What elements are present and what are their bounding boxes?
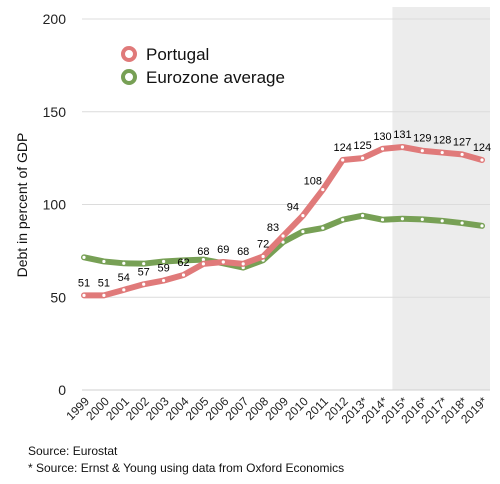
data-point-portugal bbox=[181, 273, 186, 277]
data-point-eurozone-average bbox=[102, 259, 106, 264]
data-label-portugal: 124 bbox=[334, 142, 352, 154]
data-point-eurozone-average bbox=[201, 257, 205, 262]
data-point-eurozone-average bbox=[460, 221, 464, 225]
data-label-portugal: 94 bbox=[287, 202, 299, 214]
data-point-portugal bbox=[142, 282, 146, 286]
data-point-portugal bbox=[480, 158, 484, 162]
data-label-portugal: 83 bbox=[267, 222, 279, 234]
data-label-portugal: 62 bbox=[177, 257, 189, 269]
legend-item-portugal: Portugal bbox=[121, 45, 209, 64]
y-tick-label: 100 bbox=[43, 197, 67, 213]
data-point-eurozone-average bbox=[480, 224, 484, 228]
data-label-portugal: 51 bbox=[98, 277, 110, 289]
legend-label-portugal: Portugal bbox=[146, 45, 209, 64]
data-point-eurozone-average bbox=[341, 218, 345, 222]
debt-line-chart: 0 50 100 150 200 199920002001200220032004200… bbox=[14, 7, 491, 426]
data-point-portugal bbox=[301, 214, 305, 218]
data-point-portugal bbox=[420, 149, 424, 153]
data-label-portugal: 127 bbox=[453, 136, 471, 148]
legend-marker-portugal bbox=[121, 46, 137, 62]
y-axis-label: Debt in percent of GDP bbox=[14, 133, 30, 278]
data-point-eurozone-average bbox=[162, 259, 166, 264]
data-point-portugal bbox=[321, 188, 325, 192]
legend: Portugal Eurozone average bbox=[121, 45, 285, 87]
data-label-portugal: 69 bbox=[217, 244, 229, 256]
data-point-portugal bbox=[341, 158, 345, 162]
forecast-shaded-region bbox=[392, 7, 490, 390]
data-label-portugal: 68 bbox=[237, 246, 249, 258]
legend-item-eurozone: Eurozone average bbox=[121, 68, 285, 87]
data-point-portugal bbox=[281, 234, 285, 238]
data-label-portugal: 128 bbox=[433, 135, 451, 147]
y-tick-label: 200 bbox=[43, 11, 67, 27]
source-note-eurostat: Source: Eurostat bbox=[28, 444, 118, 458]
data-point-eurozone-average bbox=[142, 262, 146, 266]
data-point-portugal bbox=[261, 254, 265, 259]
series-lines bbox=[81, 143, 485, 299]
y-tick-label: 0 bbox=[58, 382, 66, 398]
y-tick-label: 50 bbox=[50, 289, 66, 305]
x-axis-ticks: 1999200020012002200320042005200620072008… bbox=[63, 394, 490, 426]
data-point-portugal bbox=[440, 150, 444, 155]
data-point-portugal bbox=[380, 147, 385, 151]
data-point-portugal bbox=[361, 156, 365, 160]
legend-label-eurozone: Eurozone average bbox=[146, 68, 285, 87]
data-label-portugal: 59 bbox=[157, 263, 169, 275]
data-point-portugal bbox=[460, 152, 464, 157]
data-point-eurozone-average bbox=[122, 261, 126, 265]
data-point-eurozone-average bbox=[301, 229, 305, 234]
data-point-eurozone-average bbox=[380, 218, 385, 222]
data-label-portugal: 131 bbox=[393, 129, 411, 141]
data-point-eurozone-average bbox=[400, 217, 404, 221]
data-point-eurozone-average bbox=[181, 258, 186, 262]
source-note-ernst-young: * Source: Ernst & Young using data from … bbox=[28, 461, 345, 475]
data-point-portugal bbox=[221, 260, 225, 264]
data-point-portugal bbox=[201, 262, 205, 266]
y-tick-label: 150 bbox=[43, 104, 67, 120]
data-label-portugal: 57 bbox=[138, 266, 150, 278]
y-axis-ticks: 0 50 100 150 200 bbox=[43, 11, 67, 398]
data-point-eurozone-average bbox=[440, 219, 444, 223]
data-label-portugal: 124 bbox=[473, 142, 491, 154]
gridlines bbox=[82, 18, 490, 391]
legend-marker-eurozone bbox=[121, 69, 137, 85]
data-point-portugal bbox=[241, 262, 245, 266]
data-label-portugal: 125 bbox=[353, 140, 371, 152]
data-label-portugal: 129 bbox=[413, 133, 431, 145]
data-point-portugal bbox=[102, 293, 106, 297]
data-label-portugal: 54 bbox=[118, 272, 130, 284]
data-label-portugal: 51 bbox=[78, 277, 90, 289]
data-label-portugal: 68 bbox=[197, 246, 209, 258]
data-point-eurozone-average bbox=[321, 226, 325, 230]
data-point-eurozone-average bbox=[420, 217, 424, 221]
data-label-portugal: 130 bbox=[373, 131, 391, 143]
data-point-portugal bbox=[162, 278, 166, 283]
data-label-portugal: 108 bbox=[304, 176, 322, 188]
data-point-eurozone-average bbox=[361, 214, 365, 218]
data-label-portugal: 72 bbox=[257, 238, 269, 250]
data-point-portugal bbox=[122, 288, 126, 292]
data-point-eurozone-average bbox=[281, 240, 285, 244]
data-point-portugal bbox=[82, 293, 86, 297]
data-point-portugal bbox=[400, 145, 404, 149]
data-point-eurozone-average bbox=[82, 255, 86, 259]
